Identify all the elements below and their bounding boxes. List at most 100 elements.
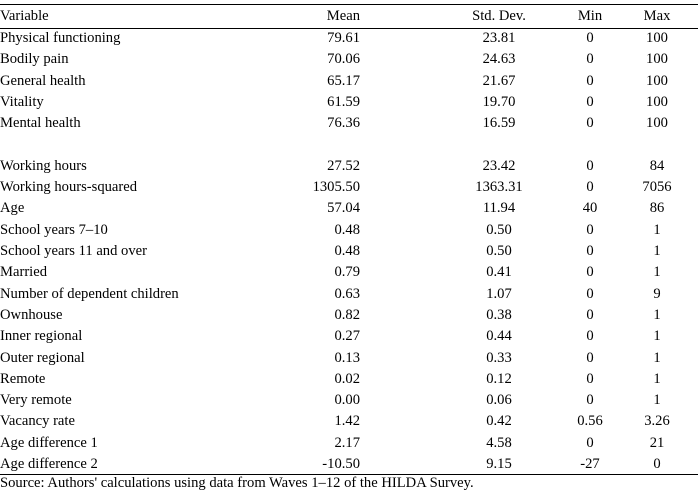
cell-min: 0	[586, 285, 594, 302]
cell-min: 0	[586, 328, 594, 345]
cell-variable: Age difference 1	[0, 434, 98, 451]
cell-min: 0.56	[577, 413, 603, 430]
header-max: Max	[643, 8, 671, 24]
cell-mean: 0.27	[334, 328, 360, 345]
header-mean: Mean	[326, 8, 360, 24]
cell-min: 0	[586, 243, 594, 259]
cell-mean: 0.63	[334, 285, 360, 302]
cell-variable: Age	[0, 200, 25, 217]
cell-variable: Working hours	[0, 157, 87, 174]
cell-mean: 0.82	[334, 306, 360, 323]
cell-std-dev: 21.67	[482, 72, 516, 89]
header-std-dev: Std. Dev.	[472, 8, 526, 24]
table-row: Remote 0.02 0.12 0 1	[0, 369, 698, 390]
cell-min: 0	[586, 30, 594, 46]
cell-min: 0	[586, 349, 594, 366]
header-bottom-rule	[0, 28, 698, 29]
cell-max: 100	[646, 93, 668, 110]
source-note: Source: Authors' calculations using data…	[0, 475, 474, 491]
cell-min: 0	[586, 157, 594, 174]
cell-variable: Mental health	[0, 115, 81, 132]
cell-variable: School years 11 and over	[0, 243, 147, 259]
header-min: Min	[577, 8, 603, 24]
cell-variable: Vacancy rate	[0, 413, 75, 430]
cell-min: 0	[586, 51, 594, 68]
cell-min: 0	[586, 264, 594, 281]
cell-min: 0	[586, 115, 594, 132]
cell-max: 1	[653, 328, 661, 345]
cell-variable: Bodily pain	[0, 51, 69, 68]
cell-max: 1	[653, 306, 661, 323]
table-row: General health 65.17 21.67 0 100	[0, 71, 698, 92]
cell-mean: 61.59	[327, 93, 360, 110]
cell-max: 1	[653, 349, 661, 366]
cell-min: 40	[582, 200, 598, 217]
table-row: Age difference 1 2.17 4.58 0 21	[0, 433, 698, 454]
cell-std-dev: 0.33	[486, 349, 512, 366]
table-row: School years 7–10 0.48 0.50 0 1	[0, 220, 698, 241]
cell-max: 9	[653, 285, 661, 302]
cell-min: 0	[586, 392, 594, 409]
cell-std-dev: 24.63	[482, 51, 516, 68]
table-row: Age difference 2 -10.50 9.15 -27 0	[0, 454, 698, 475]
table-row: Very remote 0.00 0.06 0 1	[0, 390, 698, 411]
cell-mean: -10.50	[322, 456, 360, 472]
table-row: School years 11 and over 0.48 0.50 0 1	[0, 241, 698, 262]
cell-variable: Remote	[0, 370, 46, 387]
cell-std-dev: 0.12	[486, 370, 512, 387]
header-variable: Variable	[0, 8, 49, 24]
cell-max: 1	[653, 392, 661, 409]
cell-variable: General health	[0, 72, 86, 89]
cell-min: 0	[586, 221, 594, 238]
cell-variable: Vitality	[0, 93, 44, 110]
table-row: Working hours 27.52 23.42 0 84	[0, 156, 698, 177]
cell-variable: Very remote	[0, 392, 72, 409]
table-row: Age 57.04 11.94 40 86	[0, 198, 698, 219]
table-row: Mental health 76.36 16.59 0 100	[0, 113, 698, 134]
cell-mean: 27.52	[327, 157, 360, 174]
table-row: Number of dependent children 0.63 1.07 0 9	[0, 284, 698, 305]
table-row: Married 0.79 0.41 0 1	[0, 262, 698, 283]
cell-mean: 1.42	[334, 413, 360, 430]
cell-variable: School years 7–10	[0, 221, 108, 238]
cell-min: 0	[586, 370, 594, 387]
cell-std-dev: 4.58	[486, 434, 512, 451]
cell-std-dev: 0.44	[486, 328, 512, 345]
cell-max: 86	[649, 200, 665, 217]
cell-std-dev: 0.42	[486, 413, 512, 430]
cell-mean: 0.48	[334, 221, 360, 238]
cell-max: 100	[646, 30, 668, 46]
cell-variable: Outer regional	[0, 349, 85, 366]
cell-std-dev: 0.41	[486, 264, 512, 281]
cell-mean: 0.48	[334, 243, 360, 259]
cell-std-dev: 16.59	[482, 115, 516, 132]
cell-variable: Physical functioning	[0, 30, 121, 46]
cell-min: 0	[586, 72, 594, 89]
table-row: Bodily pain 70.06 24.63 0 100	[0, 49, 698, 70]
cell-variable: Working hours-squared	[0, 179, 138, 196]
cell-std-dev: 0.50	[486, 221, 512, 238]
cell-std-dev: 0.06	[486, 392, 512, 409]
cell-variable: Number of dependent children	[0, 285, 179, 302]
cell-mean: 0.13	[334, 349, 360, 366]
cell-max: 1	[653, 243, 661, 259]
cell-std-dev: 1.07	[486, 285, 512, 302]
cell-max: 3.26	[644, 413, 670, 430]
cell-mean: 2.17	[334, 434, 360, 451]
cell-mean: 0.79	[334, 264, 360, 281]
cell-variable: Age difference 2	[0, 456, 98, 472]
cell-max: 100	[646, 115, 668, 132]
cell-mean: 70.06	[327, 51, 360, 68]
cell-mean: 57.04	[327, 200, 360, 217]
table-row: Vitality 61.59 19.70 0 100	[0, 92, 698, 113]
table-top-rule	[0, 4, 698, 5]
table-row: Ownhouse 0.82 0.38 0 1	[0, 305, 698, 326]
cell-std-dev: 23.81	[482, 30, 516, 46]
cell-mean: 79.61	[327, 30, 360, 46]
cell-std-dev: 0.38	[486, 306, 512, 323]
cell-std-dev: 1363.31	[475, 179, 523, 196]
cell-std-dev: 11.94	[482, 200, 516, 217]
table-row: Vacancy rate 1.42 0.42 0.56 3.26	[0, 411, 698, 432]
table-row: Inner regional 0.27 0.44 0 1	[0, 326, 698, 347]
cell-max: 84	[649, 157, 665, 174]
